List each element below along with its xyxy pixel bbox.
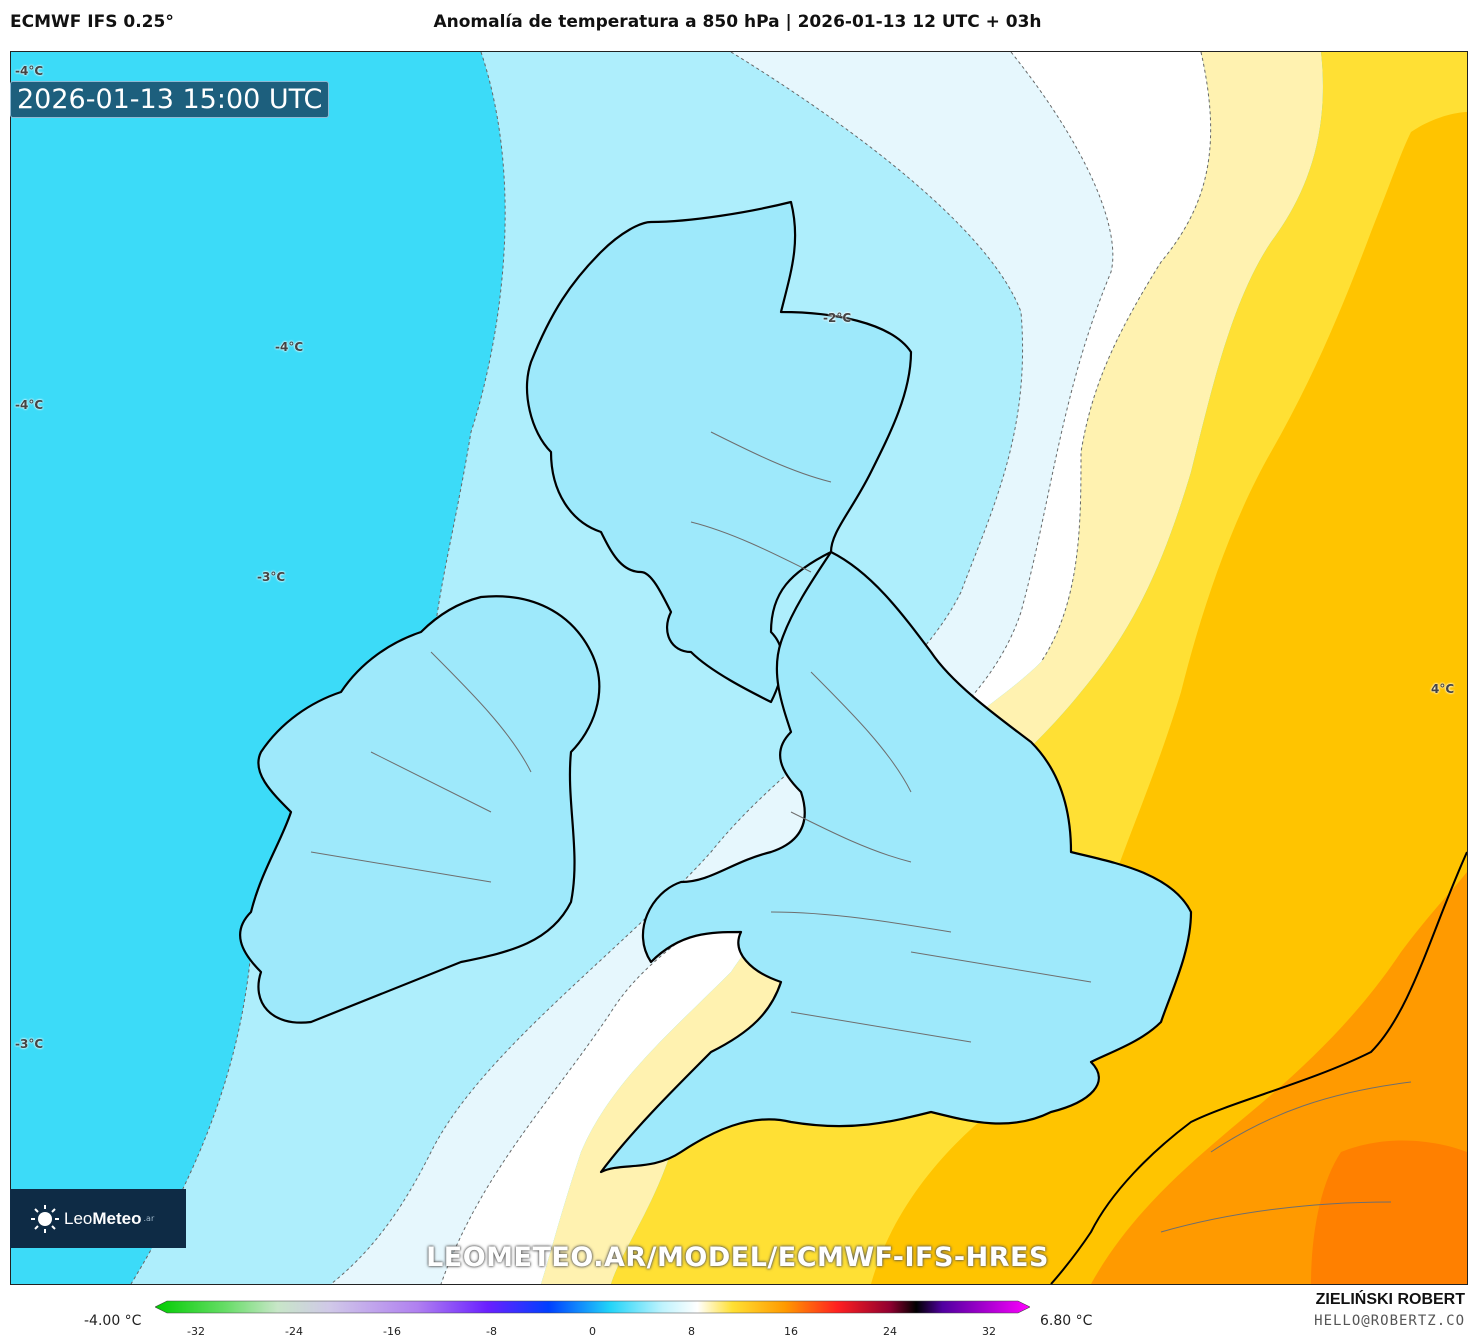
contour-label: -2°C: [823, 311, 852, 325]
band-warmer: [871, 112, 1467, 1284]
colorbar-tick: 0: [589, 1325, 596, 1338]
colorbar-tick: 24: [883, 1325, 897, 1338]
colorbar: [155, 1300, 1030, 1314]
contour-label: -4°C: [15, 398, 44, 412]
contour-label: -3°C: [257, 570, 286, 584]
author-name: ZIELIŃSKI ROBERT: [1315, 1291, 1465, 1308]
continent-coast: [1050, 851, 1467, 1284]
england-wales-outline: [599, 550, 1193, 1174]
colorbar-tick: 16: [784, 1325, 798, 1338]
scotland-outline: [525, 200, 913, 704]
colorbar-tick: -24: [285, 1325, 303, 1338]
author-email[interactable]: HELLO@ROBERTZ.CO: [1314, 1313, 1465, 1329]
colorbar-tick: -32: [187, 1325, 205, 1338]
contour-label: 4°C: [1431, 682, 1455, 696]
map-canvas: [11, 52, 1467, 1284]
colorbar-tick: -16: [383, 1325, 401, 1338]
band-near-zero: [331, 52, 1113, 1284]
contour-label: -4°C: [15, 64, 44, 78]
colorbar-max-label: 6.80 °C: [1040, 1313, 1093, 1329]
colorbar-min-label: -4.00 °C: [84, 1313, 142, 1329]
colorbar-tick: -8: [486, 1325, 497, 1338]
colorbar-tick: 32: [982, 1325, 996, 1338]
colorbar-tick: 8: [688, 1325, 695, 1338]
sun-icon: [30, 1204, 60, 1234]
watermark-url: LEOMETEO.AR/MODEL/ECMWF-IFS-HRES: [426, 1242, 1049, 1273]
band-warm-light: [541, 52, 1323, 1284]
chart-title: Anomalía de temperatura a 850 hPa | 2026…: [433, 12, 1042, 32]
anomaly-map[interactable]: -4°C -4°C -4°C -3°C -3°C -2°C 4°C: [10, 51, 1468, 1285]
ireland-outline: [239, 595, 601, 1024]
model-name: ECMWF IFS 0.25°: [10, 12, 174, 32]
leometeo-logo[interactable]: LeoMeteo .ar: [10, 1189, 186, 1248]
band-hot-core: [1311, 1140, 1467, 1284]
contour-label: -4°C: [275, 340, 304, 354]
logo-wordmark: LeoMeteo: [64, 1208, 142, 1228]
band-neutral: [441, 52, 1211, 1284]
logo-suffix: .ar: [143, 1214, 155, 1223]
contour-label: -3°C: [15, 1037, 44, 1051]
band-cold: [11, 52, 506, 1284]
valid-time-badge: 2026-01-13 15:00 UTC: [10, 81, 330, 118]
